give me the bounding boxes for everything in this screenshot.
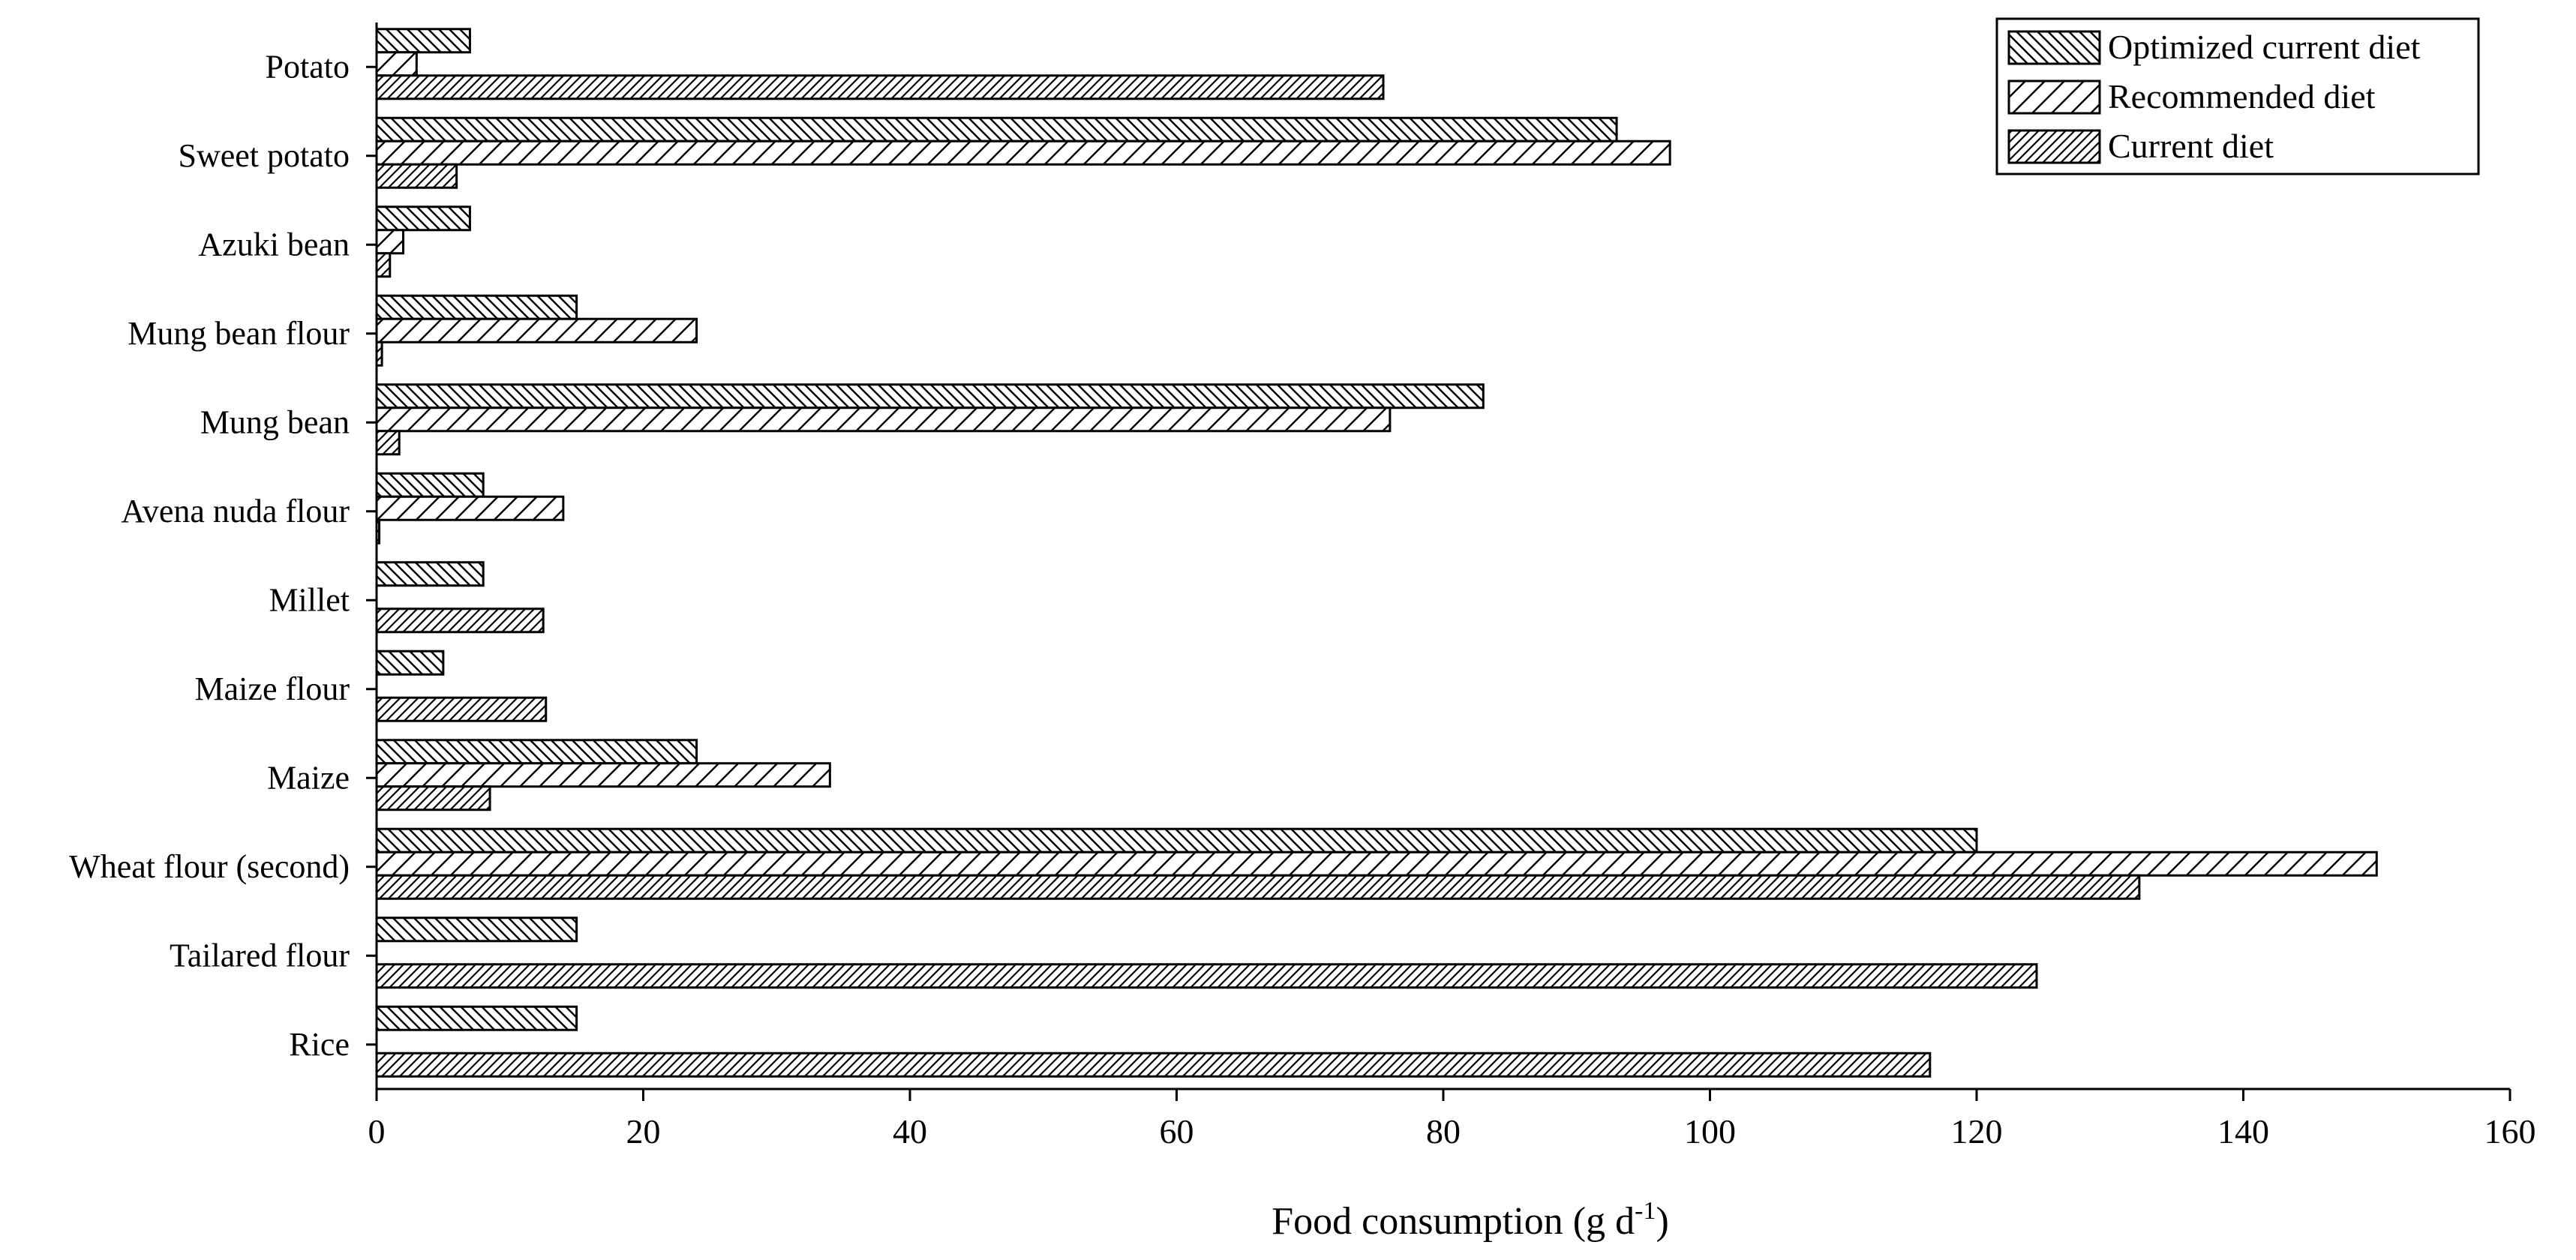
- bar-recommended-diet-potato: [375, 51, 418, 77]
- legend-label-recommended-diet: Recommended diet: [2108, 77, 2376, 116]
- category-label-mung-bean-flour: Mung bean flour: [128, 315, 350, 352]
- bar-current-diet-azuki-bean: [375, 252, 392, 278]
- bar-recommended-diet-sweet-potato: [375, 140, 1671, 166]
- legend: Optimized current diet Recommended diet Cu…: [1995, 17, 2480, 176]
- bar-recommended-diet-mung-bean: [375, 406, 1392, 433]
- bar-current-diet-wheat-flour-second: [375, 874, 2141, 900]
- category-labels: Potato Sweet potato Azuki bean Mung bean fl…: [69, 48, 350, 1063]
- x-axis: 0 20 40 60 80 100 120 140 160: [368, 1088, 2536, 1150]
- category-label-millet: Millet: [269, 581, 350, 618]
- bar-current-diet-rice: [375, 1052, 1932, 1078]
- bar-optimized-current-diet-mung-bean-flour: [375, 294, 578, 320]
- bar-current-diet-millet: [375, 608, 545, 634]
- x-axis-title-close: ): [1656, 1200, 1668, 1243]
- x-tick-label-160: 160: [2484, 1112, 2536, 1150]
- category-label-rice: Rice: [289, 1026, 350, 1063]
- category-label-maize: Maize: [267, 759, 350, 796]
- legend-label-optimized-current-diet: Optimized current diet: [2108, 28, 2421, 66]
- bar-optimized-current-diet-tailared-flour: [375, 916, 578, 943]
- bar-current-diet-maize-flour: [375, 696, 548, 722]
- bar-current-diet-tailared-flour: [375, 963, 2038, 989]
- x-axis-title-main: Food consumption (g d: [1271, 1200, 1635, 1243]
- category-label-avena-nuda-flour: Avena nuda flour: [121, 493, 350, 530]
- category-label-potato: Potato: [266, 48, 350, 85]
- x-tick-label-0: 0: [368, 1112, 386, 1150]
- category-label-maize-flour: Maize flour: [195, 670, 350, 707]
- legend-swatch-recommended-diet: [2007, 80, 2101, 115]
- legend-label-current-diet: Current diet: [2108, 127, 2274, 165]
- bar-optimized-current-diet-rice: [375, 1005, 578, 1031]
- bar-optimized-current-diet-mung-bean: [375, 383, 1485, 410]
- x-tick-label-60: 60: [1160, 1112, 1194, 1150]
- bar-recommended-diet-mung-bean-flour: [375, 317, 698, 344]
- bar-optimized-current-diet-potato: [375, 28, 471, 54]
- y-axis: [366, 22, 378, 1089]
- category-label-tailared-flour: Tailared flour: [170, 937, 350, 974]
- bar-recommended-diet-wheat-flour-second: [375, 850, 2378, 877]
- bar-current-diet-maize: [375, 785, 491, 812]
- bar-current-diet-sweet-potato: [375, 163, 458, 189]
- x-tick-label-140: 140: [2217, 1112, 2269, 1150]
- x-tick-label-40: 40: [893, 1112, 927, 1150]
- bar-recommended-diet-maize: [375, 762, 831, 788]
- bar-optimized-current-diet-azuki-bean: [375, 206, 471, 232]
- bar-current-diet-potato: [375, 74, 1385, 100]
- legend-swatch-optimized-current-diet: [2007, 30, 2101, 65]
- bar-optimized-current-diet-sweet-potato: [375, 116, 1618, 142]
- legend-swatch-current-diet: [2007, 129, 2101, 164]
- bar-optimized-current-diet-millet: [375, 561, 485, 587]
- category-label-azuki-bean: Azuki bean: [198, 226, 350, 262]
- x-tick-label-120: 120: [1951, 1112, 2003, 1150]
- x-tick-label-100: 100: [1684, 1112, 1736, 1150]
- bar-current-diet-mung-bean: [375, 430, 401, 456]
- bars-layer: [375, 28, 2378, 1078]
- x-axis-title: Food consumption (g d-1): [1271, 1197, 1669, 1243]
- category-label-mung-bean: Mung bean: [200, 404, 350, 440]
- bar-optimized-current-diet-maize: [375, 739, 698, 765]
- bar-recommended-diet-avena-nuda-flour: [375, 495, 565, 521]
- bar-optimized-current-diet-maize-flour: [375, 650, 445, 676]
- category-label-sweet-potato: Sweet potato: [178, 137, 350, 174]
- bar-optimized-current-diet-avena-nuda-flour: [375, 472, 485, 498]
- category-label-wheat-flour-second: Wheat flour (second): [69, 848, 350, 885]
- bar-recommended-diet-azuki-bean: [375, 229, 405, 255]
- x-tick-label-20: 20: [626, 1112, 661, 1150]
- bar-optimized-current-diet-wheat-flour-second: [375, 827, 1978, 854]
- x-axis-title-superscript: -1: [1635, 1197, 1656, 1225]
- x-tick-label-80: 80: [1426, 1112, 1461, 1150]
